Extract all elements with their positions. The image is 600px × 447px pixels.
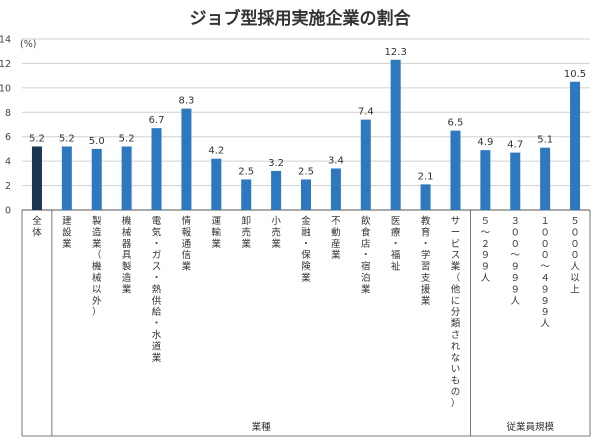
category-label: 機械器具製造業 [122,215,132,295]
data-label: 5.2 [29,133,45,144]
bar [31,146,42,210]
chart-title: ジョブ型採用実施企業の割合 [189,9,411,29]
data-label: 10.5 [564,69,586,80]
bar [151,128,162,210]
category-label: 建設業 [62,215,72,250]
bar [480,150,491,210]
data-label: 5.2 [59,133,75,144]
bar [360,119,371,210]
data-label: 8.3 [178,96,194,107]
category-label: 製造業（機械以外） [92,215,102,318]
bar [271,170,282,210]
category-label: 金融・保険業 [301,215,311,284]
bar [301,179,311,210]
category-label: 小売業 [271,216,281,250]
y-tick-label: 4 [5,157,11,168]
category-label: 情報通信業 [182,215,192,273]
y-tick-label: 10 [0,83,11,94]
data-label: 6.5 [448,118,464,129]
data-label: 4.2 [208,146,224,157]
data-label: 5.2 [119,133,135,144]
bar [390,59,401,211]
bars [31,59,581,211]
bar [241,179,252,210]
bar [540,147,551,210]
bar [181,108,192,210]
y-tick-label: 8 [5,108,11,119]
category-label: 教育・学習支援業 [421,215,431,307]
data-label: 2.5 [238,166,254,177]
bar [61,146,72,210]
data-label: 2.5 [298,166,314,177]
group-label: 従業員規模 [506,421,554,433]
bar [330,168,341,210]
data-label: 3.4 [328,155,344,166]
bar [510,152,521,210]
category-label: 運輸業 [212,216,222,250]
category-label: 電気・ガス・熱供給・水道業 [152,216,162,364]
data-label: 6.7 [149,115,165,126]
bar [91,148,102,210]
y-tick-label: 6 [5,132,11,143]
bar [420,184,431,210]
data-label: 5.0 [89,136,105,147]
data-label: 2.1 [418,171,434,182]
bar [211,158,222,210]
category-label: ５０００人以上 [570,216,580,295]
data-label: 7.4 [358,107,374,118]
y-tick-label: 2 [5,181,11,192]
group-labels: 業種 従業員規模 [252,421,555,433]
bar [450,130,461,210]
bar [121,146,132,210]
y-tick-label: 14 [0,35,11,46]
value-labels: 5.2 5.2 5.0 5.2 6.7 8.3 4.2 2.5 3.2 2.5 3.4 7.4 12.3… [29,47,586,183]
data-label: 4.7 [507,140,523,151]
data-label: 3.2 [268,158,284,169]
y-tick-label: 12 [0,59,11,70]
y-axis-unit-label: (%) [20,39,36,50]
bar [570,81,581,210]
category-label: サービス業（他に分類されないもの） [451,216,461,409]
category-label: 飲食店・宿泊業 [361,215,371,295]
group-label: 業種 [252,421,272,433]
category-label: 卸売業 [241,215,251,250]
y-tick-label: 0 [5,206,11,217]
data-label: 12.3 [385,47,407,58]
category-label: １０００～４９９９人 [540,216,550,330]
data-label: 4.9 [477,137,493,148]
category-label: 医療・福祉 [391,216,401,273]
category-label: ３００～９９９人 [511,216,521,307]
y-axis-ticks: 0 2 4 6 8 10 12 14 [0,35,11,217]
category-label: 全体 [32,215,42,238]
category-labels: 全体 建設業 製造業（機械以外） 機械器具製造業 電気・ガス・熱供給・水道業 情報通信業 運… [32,215,580,409]
category-label: 不動産業 [331,216,341,261]
data-label: 5.1 [537,135,553,146]
category-label: ５～２９９人 [481,216,491,284]
